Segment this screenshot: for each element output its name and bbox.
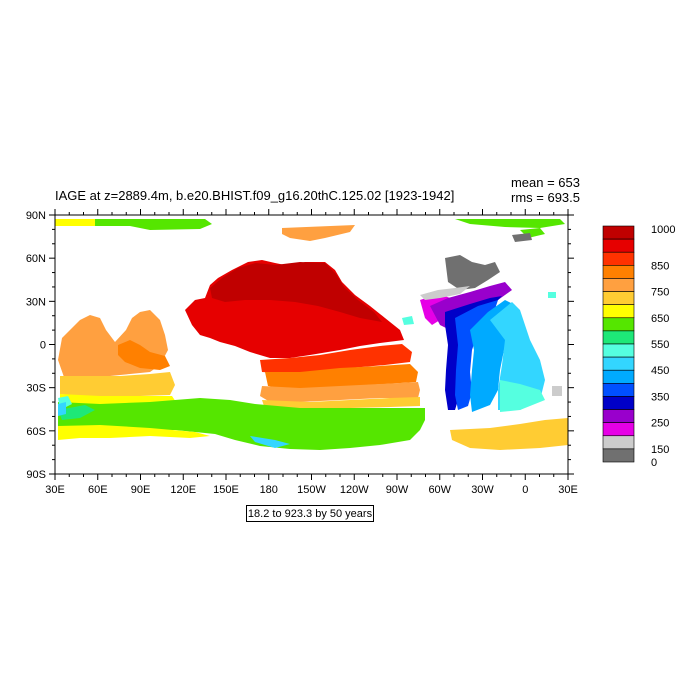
colorbar-label: 450 — [651, 365, 669, 377]
atlantic-south-cyan — [500, 380, 545, 412]
x-tick-label: 30W — [471, 484, 494, 496]
arctic-yellow-patch — [55, 219, 95, 226]
x-axis-ticks: 30E 60E 90E 120E 150E 180 150W 120W 90W 60W 30W 0 30… — [45, 209, 578, 496]
range-note-box: 18.2 to 923.3 by 50 years — [246, 505, 374, 522]
colorbar-swatch — [602, 265, 635, 279]
y-tick-label: 60S — [26, 426, 46, 438]
x-tick-label: 150E — [213, 484, 239, 496]
mean-label: mean = 653 — [511, 175, 580, 190]
y-tick-label: 60N — [26, 253, 46, 265]
south-pacific-light-orange — [260, 382, 420, 402]
colorbar-swatch — [602, 383, 635, 397]
colorbar-swatch — [602, 396, 635, 410]
x-tick-label: 30E — [558, 484, 578, 496]
indian-ocean-gold — [60, 372, 175, 396]
colorbar-swatch — [602, 291, 635, 305]
southern-ocean-light-blue — [58, 402, 66, 416]
indian-ocean-dark-orange — [118, 340, 170, 370]
south-atlantic-gold — [450, 418, 568, 450]
plot-title: IAGE at z=2889.4m, b.e20.BHIST.f09_g16.2… — [55, 188, 454, 203]
x-tick-label: 180 — [260, 484, 278, 496]
colorbar-label: 850 — [651, 260, 669, 272]
colorbar-swatch — [602, 343, 635, 358]
atlantic-blue — [455, 300, 498, 410]
small-cyan-patch-2 — [548, 292, 556, 298]
north-atlantic-light-gray — [420, 286, 470, 300]
colorbar-swatch — [602, 330, 635, 345]
colorbar-label: 350 — [651, 391, 669, 403]
colorbar-label: 550 — [651, 339, 669, 351]
x-tick-label: 60E — [88, 484, 108, 496]
x-tick-label: 120W — [340, 484, 369, 496]
x-tick-label: 90E — [131, 484, 151, 496]
colorbar-label: 0 — [651, 457, 657, 469]
arctic-green-patch-west — [95, 219, 212, 230]
colorbar-swatch — [602, 448, 635, 463]
rms-label: rms = 693.5 — [511, 190, 580, 205]
arctic-orange-patch — [282, 225, 355, 241]
colorbar-swatch — [602, 304, 635, 319]
x-tick-label: 90W — [386, 484, 409, 496]
southern-ocean-teal — [58, 405, 95, 420]
colorbar-swatch — [602, 238, 635, 253]
south-pacific-gold — [262, 397, 420, 409]
colorbar-swatch — [602, 225, 635, 240]
antarctic-blue-strip — [250, 436, 290, 448]
colorbar — [602, 225, 635, 463]
ocean-age-field — [55, 219, 568, 450]
colorbar-label: 650 — [651, 313, 669, 325]
colorbar-swatch — [602, 435, 635, 450]
colorbar-swatch — [602, 356, 635, 371]
y-tick-label: 30S — [26, 383, 46, 395]
y-axis-ticks: 90N 60N 30N 0 30S 60S 90S — [26, 210, 574, 481]
colorbar-swatch — [602, 369, 635, 384]
small-gray-patch — [552, 386, 562, 396]
arctic-green-patch-east — [455, 219, 565, 228]
y-tick-label: 0 — [40, 340, 46, 352]
small-cyan-patch-1 — [402, 316, 414, 325]
colorbar-swatch — [602, 317, 635, 332]
arctic-small-gray — [512, 233, 532, 242]
colorbar-label: 150 — [651, 444, 669, 456]
x-tick-label: 0 — [522, 484, 528, 496]
labrador-sea-gray — [445, 255, 500, 290]
x-tick-label: 120E — [170, 484, 196, 496]
y-tick-label: 30N — [26, 296, 46, 308]
colorbar-swatch — [602, 278, 635, 292]
colorbar-swatch — [602, 422, 635, 437]
southern-ocean-green — [58, 398, 425, 450]
colorbar-label: 750 — [651, 287, 669, 299]
x-tick-label: 60W — [428, 484, 451, 496]
y-tick-label: 90N — [26, 210, 46, 222]
colorbar-label: 250 — [651, 418, 669, 430]
colorbar-swatch — [602, 251, 635, 266]
south-pacific-red — [260, 344, 412, 374]
x-tick-label: 150W — [297, 484, 326, 496]
north-pacific-darkest-red — [210, 262, 382, 322]
south-pacific-orange — [265, 364, 418, 390]
colorbar-swatch — [602, 409, 635, 423]
indian-ocean-orange — [58, 310, 168, 380]
antarctic-yellow-strip — [58, 425, 210, 440]
indian-ocean-yellow — [60, 394, 176, 404]
x-tick-label: 30E — [45, 484, 65, 496]
y-tick-label: 90S — [26, 469, 46, 481]
colorbar-label: 1000 — [651, 224, 675, 236]
